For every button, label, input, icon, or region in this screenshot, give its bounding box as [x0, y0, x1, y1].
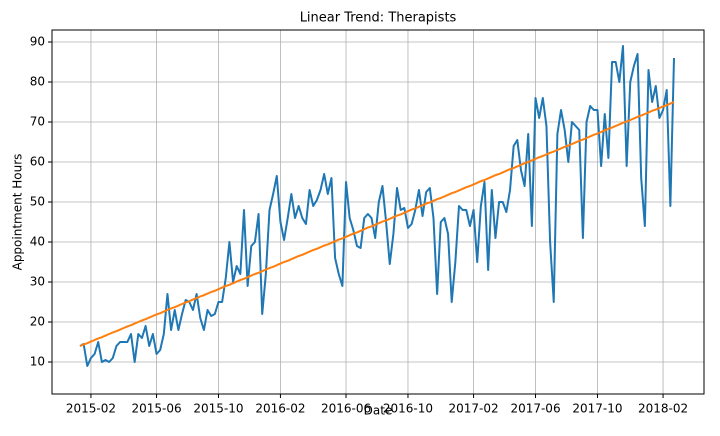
x-tick-label: 2017-06: [510, 402, 560, 416]
x-axis-label: Date: [364, 404, 393, 418]
y-tick-label: 60: [30, 155, 45, 169]
data-line: [79, 45, 675, 367]
plot-frame: [51, 29, 705, 395]
x-tick-label: 2016-10: [383, 402, 433, 416]
x-tick-label: 2015-02: [66, 402, 116, 416]
y-axis-label: Appointment Hours: [11, 154, 25, 271]
chart-title: Linear Trend: Therapists: [300, 11, 457, 26]
data-line: [79, 101, 675, 347]
x-tick-label: 2018-02: [638, 402, 688, 416]
x-tick-label: 2017-02: [449, 402, 499, 416]
y-tick-label: 40: [30, 235, 45, 249]
x-tick-label: 2015-06: [131, 402, 181, 416]
y-tick-label: 70: [30, 115, 45, 129]
x-tick-label: 2015-10: [193, 402, 243, 416]
y-tick-label: 90: [30, 35, 45, 49]
x-tick-label: 2016-02: [255, 402, 305, 416]
y-tick-label: 30: [30, 275, 45, 289]
y-tick-label: 50: [30, 195, 45, 209]
y-tick-label: 10: [30, 355, 45, 369]
y-tick-label: 80: [30, 75, 45, 89]
x-tick-label: 2016-06: [321, 402, 371, 416]
x-tick-label: 2017-10: [572, 402, 622, 416]
y-tick-label: 20: [30, 315, 45, 329]
